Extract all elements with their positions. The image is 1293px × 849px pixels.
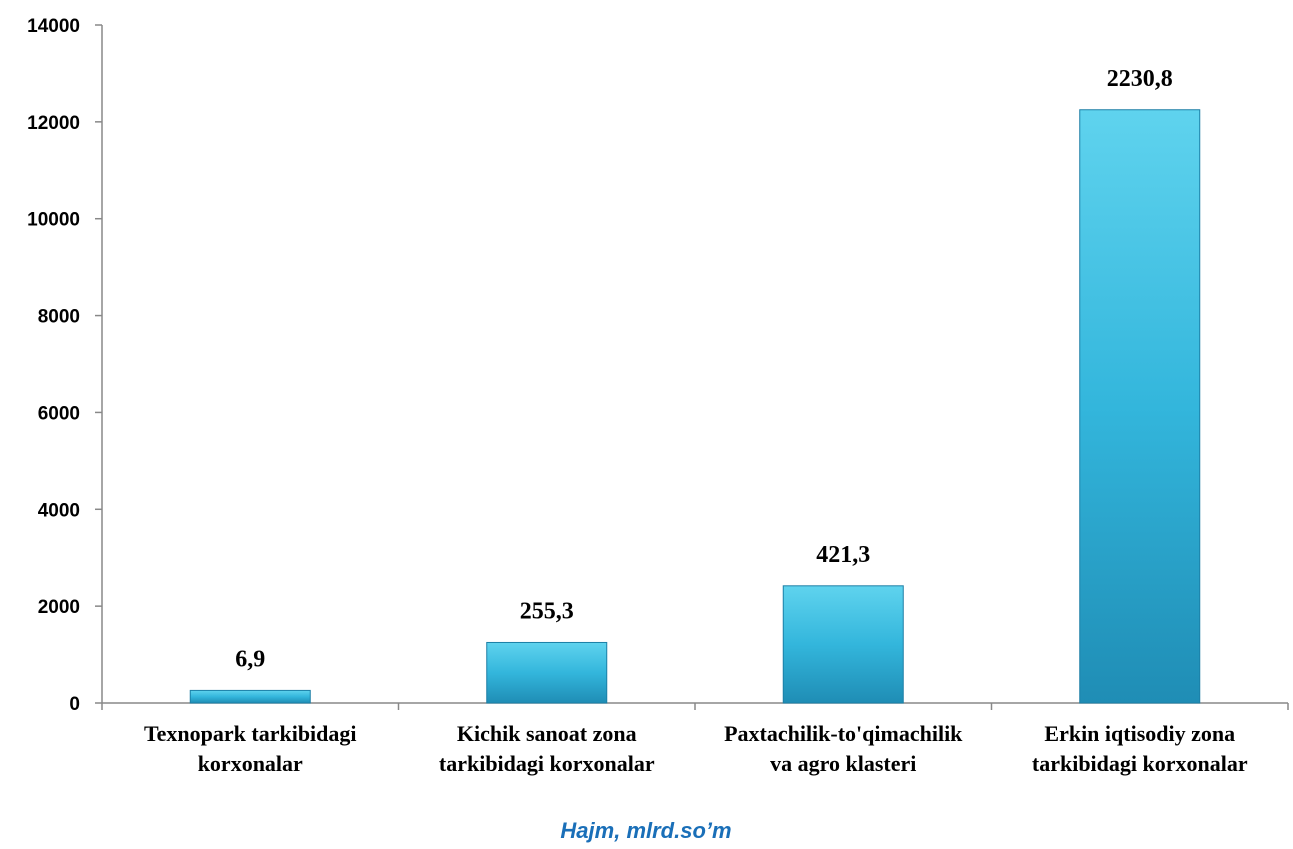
category-label: Erkin iqtisodiy zona <box>1044 721 1235 746</box>
y-tick-label: 14000 <box>27 16 80 37</box>
y-tick-label: 10000 <box>27 210 80 231</box>
y-axis: 0 2000 4000 6000 8000 10000 12000 14000 <box>27 16 103 715</box>
y-tick-label: 8000 <box>38 307 80 328</box>
data-label: 6,9 <box>235 646 265 672</box>
category-label: tarkibidagi korxonalar <box>439 751 655 776</box>
category-label: Paxtachilik-to'qimachilik <box>724 721 963 746</box>
data-label: 421,3 <box>816 542 870 568</box>
data-label: 255,3 <box>520 598 574 624</box>
y-tick-label: 6000 <box>38 403 80 424</box>
bar <box>1079 109 1201 704</box>
category-label: va agro klasteri <box>770 751 916 776</box>
category-label: Texnopark tarkibidagi <box>144 721 357 746</box>
y-tick-label: 4000 <box>38 500 80 521</box>
bars <box>189 109 1201 704</box>
x-axis <box>101 702 1289 710</box>
category-label: Kichik sanoat zona <box>457 721 637 746</box>
bar <box>486 641 608 704</box>
category-label: korxonalar <box>198 751 303 776</box>
y-tick-label: 0 <box>69 694 80 715</box>
x-axis-title: Hajm, mlrd.so’m <box>560 818 731 843</box>
bar <box>782 585 904 704</box>
bar <box>189 689 311 704</box>
y-tick-label: 12000 <box>27 113 80 134</box>
data-label: 2230,8 <box>1107 66 1173 92</box>
y-tick-label: 2000 <box>38 597 80 618</box>
category-labels: Texnopark tarkibidagi korxonalar Kichik sa… <box>144 721 1248 776</box>
data-labels: 6,9 255,3 421,3 2230,8 <box>235 66 1173 673</box>
category-label: tarkibidagi korxonalar <box>1032 751 1248 776</box>
